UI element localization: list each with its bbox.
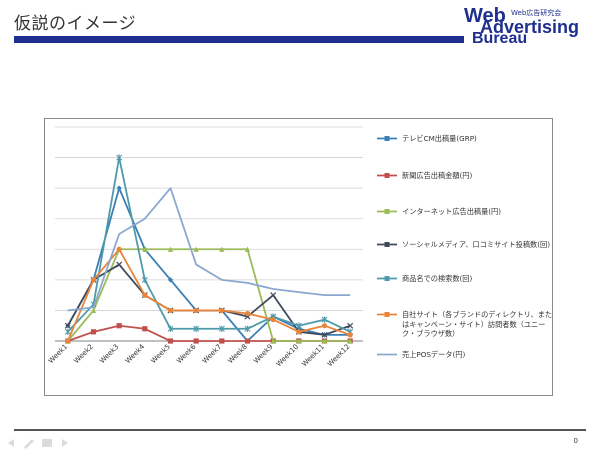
data-point [64, 328, 71, 336]
legend-swatch [377, 353, 397, 356]
data-point [296, 338, 302, 344]
data-point [321, 323, 328, 329]
data-point [167, 338, 174, 344]
data-point [295, 322, 302, 329]
logo-tagline: Web広告研究会 [511, 9, 562, 17]
data-point [270, 317, 276, 323]
series-line [67, 156, 351, 333]
data-point [321, 331, 328, 338]
data-point [90, 277, 97, 283]
web-advertising-bureau-logo: Web Web広告研究会 Advertising Bureau [464, 5, 596, 47]
data-point [142, 292, 148, 298]
data-point [270, 338, 276, 344]
series-line [67, 187, 351, 312]
slide-title: 仮説のイメージ [14, 14, 137, 34]
data-point [142, 326, 148, 332]
legend-swatch [377, 242, 397, 247]
legend-label: 自社サイト（各ブランドのディレクトリ、またはキャンペーン・サイト）訪問者数（ユニ… [402, 310, 553, 339]
data-point [193, 246, 199, 252]
line-chart: Week1 Week2 Week3 Week4 Week5 Week6 Week7 Week8… [47, 126, 363, 369]
data-point [347, 338, 353, 344]
data-point [219, 307, 225, 314]
logo-word-advertising: Advertising [480, 17, 580, 37]
chart-frame: Week1 Week2 Week3 Week4 Week5 Week6 Week7 Week8… [44, 118, 553, 396]
data-point [296, 329, 302, 335]
x-tick-label: Week2 [73, 343, 95, 365]
legend-label: 新聞広告出稿金額(円) [402, 171, 473, 180]
slide-navigation-tools[interactable] [6, 434, 76, 449]
data-point [321, 338, 328, 344]
legend-swatch [377, 209, 397, 214]
data-point [116, 154, 123, 161]
legend-swatch-marker [384, 312, 390, 317]
legend-swatch [377, 276, 397, 281]
data-point [142, 246, 148, 252]
data-point [116, 185, 122, 191]
title-rule [14, 36, 464, 43]
x-tick-label: Week8 [227, 343, 249, 365]
series-line [67, 248, 351, 342]
legend-swatch-marker [384, 136, 390, 141]
page-number: 0 [573, 437, 578, 445]
legend-swatch [377, 312, 397, 317]
data-point [90, 329, 97, 335]
legend-swatch-marker [384, 173, 390, 178]
data-point [193, 325, 200, 332]
data-point [270, 292, 277, 299]
data-point [64, 322, 71, 329]
data-point [167, 307, 174, 314]
data-point [167, 246, 174, 252]
x-tick-label: Week9 [252, 343, 274, 365]
data-point [347, 322, 354, 329]
data-point [244, 310, 251, 317]
data-point [244, 338, 251, 344]
logo-word-web: Web [464, 5, 506, 27]
x-tick-label: Week11 [300, 343, 326, 369]
x-tick-label: Week3 [98, 343, 120, 365]
x-tick-label: Week6 [175, 342, 198, 365]
series-line [67, 248, 351, 342]
x-tick-label: Week10 [275, 343, 301, 369]
legend-label: テレビCM出稿量(GRP) [402, 134, 477, 143]
data-point [219, 338, 225, 344]
legend-swatch-marker [384, 242, 390, 247]
data-point [116, 246, 122, 252]
data-point [321, 316, 328, 323]
data-point [219, 246, 225, 252]
data-point [90, 307, 97, 314]
legend-label: インターネット広告出稿量(円) [402, 207, 502, 216]
data-point [65, 338, 71, 344]
legend-label: 売上POSデータ(円) [402, 350, 466, 359]
x-tick-label: Week4 [124, 342, 147, 365]
legend-label: ソーシャルメディア、口コミサイト投稿数(回) [402, 240, 550, 249]
legend-swatch-marker [384, 276, 390, 281]
bottom-rule [14, 429, 586, 431]
data-point [193, 338, 199, 344]
data-point [116, 261, 123, 268]
data-point [347, 332, 353, 338]
data-point [167, 325, 174, 332]
legend-swatch-marker [384, 209, 390, 214]
x-tick-label: Week7 [201, 343, 223, 365]
x-tick-label: Week5 [150, 343, 172, 365]
x-tick-label: Week12 [326, 343, 352, 369]
logo-word-bureau: Bureau [472, 30, 528, 47]
data-point [193, 307, 199, 314]
x-tick-label: Week1 [47, 343, 69, 365]
legend-swatch [377, 173, 397, 178]
data-point [141, 276, 148, 284]
data-point [116, 323, 122, 329]
legend-swatch [377, 136, 397, 141]
data-point [218, 325, 225, 332]
data-point [244, 325, 251, 332]
legend-label: 商品名での検索数(回) [402, 274, 473, 283]
data-point [244, 246, 251, 252]
